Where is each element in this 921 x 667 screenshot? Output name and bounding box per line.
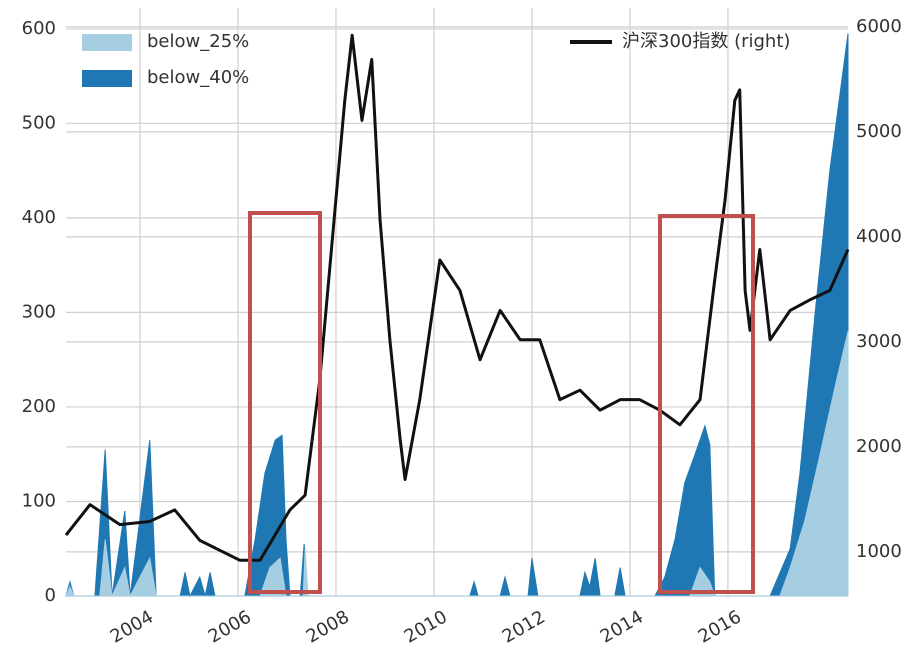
y2-tick-label: 2000	[856, 436, 902, 457]
y-tick-label: 500	[22, 112, 56, 133]
legend-label: 沪深300指数 (right)	[622, 31, 790, 52]
y-tick-label: 200	[22, 396, 56, 417]
legend-swatch	[82, 34, 132, 51]
legend: below_25% below_40% 沪深300指数 (right)	[82, 31, 790, 88]
x-tick-label: 2006	[205, 606, 255, 647]
area	[65, 33, 849, 598]
y2-tick-label: 5000	[856, 121, 902, 142]
x-tick-label: 2014	[597, 606, 647, 647]
y-tick-label: 100	[22, 490, 56, 511]
lines	[64, 33, 850, 562]
legend-label: below_25%	[147, 31, 249, 52]
x-tick-label: 2010	[401, 606, 451, 647]
area	[65, 331, 849, 598]
legend-label: below_40%	[147, 67, 249, 88]
x-tick-label: 2012	[499, 606, 549, 647]
y2-tick-label: 1000	[856, 541, 902, 562]
line	[64, 33, 850, 562]
areas	[65, 33, 849, 598]
legend-swatch	[82, 70, 132, 87]
y2-tick-label: 6000	[856, 16, 902, 37]
x-tick-label: 2008	[303, 606, 353, 647]
grid	[66, 8, 848, 597]
y-tick-label: 600	[22, 18, 56, 39]
x-tick-label: 2016	[695, 606, 745, 647]
highlight-box	[658, 214, 755, 594]
highlight-box	[248, 211, 322, 594]
y-tick-label: 0	[45, 585, 56, 606]
y-tick-label: 300	[22, 301, 56, 322]
x-tick-label: 2004	[107, 606, 157, 647]
y-tick-label: 400	[22, 207, 56, 228]
y2-tick-label: 4000	[856, 226, 902, 247]
y2-tick-label: 3000	[856, 331, 902, 352]
